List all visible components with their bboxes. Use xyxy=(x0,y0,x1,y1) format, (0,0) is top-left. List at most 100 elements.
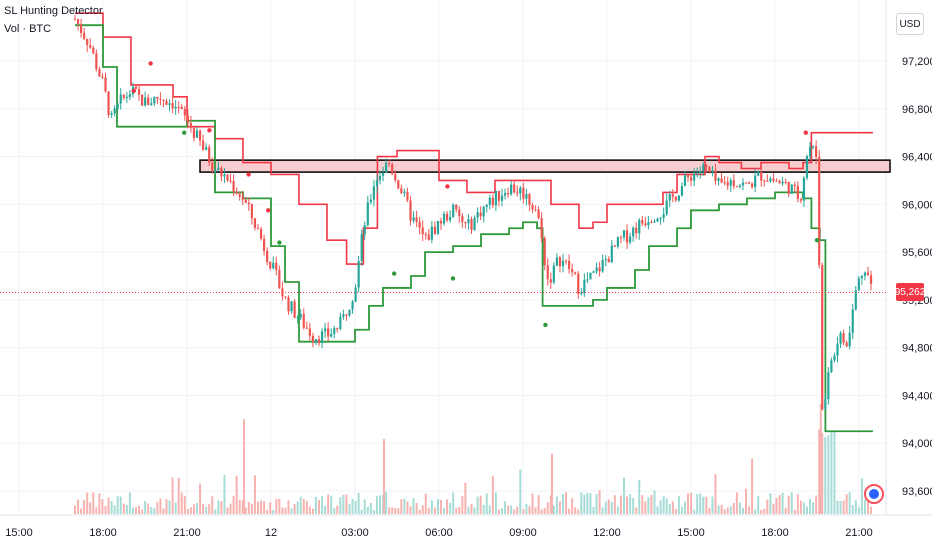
volume-spike xyxy=(243,419,245,514)
candle-body xyxy=(455,204,458,210)
candle-body xyxy=(714,170,717,181)
volume-bar xyxy=(726,507,729,514)
candle-body xyxy=(137,88,141,95)
volume-bar xyxy=(565,492,568,514)
x-tick-label: 18:00 xyxy=(761,527,789,539)
candle-body xyxy=(101,76,104,78)
candle-body xyxy=(223,174,226,177)
volume-bar xyxy=(684,501,686,514)
candle-body xyxy=(421,227,424,235)
volume-bar xyxy=(641,495,644,514)
flag-icon[interactable] xyxy=(864,484,884,504)
y-tick-label: 94,800 xyxy=(902,343,932,355)
candle-body xyxy=(589,272,592,280)
volume-bar xyxy=(168,500,171,514)
volume-bar xyxy=(348,504,351,514)
candle-body xyxy=(680,186,684,196)
volume-bar xyxy=(623,477,625,514)
y-tick-label: 96,000 xyxy=(902,199,932,211)
volume-bar xyxy=(598,490,601,514)
time-axis[interactable]: 15:00 18:00 21:00 12 03:00 06:00 09:00 12:00 15:… xyxy=(5,527,873,539)
candle-body xyxy=(665,200,668,215)
volume-bar xyxy=(443,507,446,514)
volume-bar xyxy=(754,509,757,514)
volume-bar xyxy=(192,504,195,514)
volume-bar xyxy=(339,497,342,514)
candle-body xyxy=(723,182,726,184)
candle-body xyxy=(116,103,119,109)
legend: SL Hunting Detector Vol · BTC xyxy=(4,2,103,38)
volume-bar xyxy=(177,477,180,514)
volume-bar xyxy=(458,506,461,514)
candle-body xyxy=(372,186,375,200)
candle-body xyxy=(433,226,436,234)
resistance-zone xyxy=(199,159,891,173)
volume-bar xyxy=(128,492,131,514)
volume-bar xyxy=(613,495,616,514)
volume-bar xyxy=(821,433,824,514)
candle-body xyxy=(296,317,299,319)
candle-body xyxy=(119,94,122,104)
volume-bar xyxy=(449,502,452,514)
candle-body xyxy=(519,187,522,194)
volume-bar xyxy=(86,492,89,514)
currency-button[interactable]: USD xyxy=(896,13,924,35)
candle-body xyxy=(802,177,806,201)
candle-body xyxy=(677,195,680,201)
volume-bar xyxy=(702,496,705,514)
volume-bar xyxy=(592,506,595,514)
volume-bar xyxy=(131,507,134,514)
candle-body xyxy=(772,178,775,181)
sl-marker-low xyxy=(277,240,282,245)
volume-bar xyxy=(241,500,244,514)
volume-bar xyxy=(290,508,293,514)
volume-bar xyxy=(790,492,793,514)
candle-body xyxy=(80,24,83,33)
volume-bar xyxy=(806,506,808,514)
candle-body xyxy=(830,360,833,373)
candle-body xyxy=(253,218,257,228)
candle-body xyxy=(833,355,836,361)
x-tick-label: 15:00 xyxy=(677,527,705,539)
volume-bar xyxy=(165,499,168,514)
volume-bar xyxy=(421,505,424,514)
volume-bar xyxy=(333,508,336,514)
candle-body xyxy=(638,220,641,234)
candle-body xyxy=(842,333,845,343)
candle-body xyxy=(839,333,842,344)
volume-bar xyxy=(583,494,586,514)
candle-body xyxy=(741,182,745,186)
candle-body xyxy=(238,193,241,197)
candle-body xyxy=(266,250,269,262)
candle-body xyxy=(827,372,830,400)
volume-bar xyxy=(141,509,144,514)
volume-bar xyxy=(708,507,711,514)
volume-bar xyxy=(690,492,693,514)
volume-bar xyxy=(467,506,470,514)
volume-bar xyxy=(455,507,458,514)
candle-body xyxy=(812,146,815,148)
candle-body xyxy=(244,199,247,203)
volume-bar xyxy=(369,503,372,514)
volume-bar xyxy=(653,490,656,514)
sl-marker-high xyxy=(207,128,212,133)
volume-bar xyxy=(549,495,552,514)
lower-band-line xyxy=(75,24,873,433)
indicator-title[interactable]: SL Hunting Detector xyxy=(4,5,103,17)
candle-body xyxy=(571,269,574,273)
volume-title[interactable]: Vol · BTC xyxy=(4,23,52,35)
volume-bar xyxy=(424,493,427,514)
volume-bar xyxy=(296,501,299,514)
price-axis[interactable]: 97,20096,80096,40096,00095,60095,20094,8… xyxy=(902,56,932,498)
candle-body xyxy=(436,220,440,234)
volume-bar xyxy=(809,498,812,514)
candle-body xyxy=(510,184,513,195)
candle-body xyxy=(458,209,461,217)
candle-body xyxy=(427,234,430,240)
candle-body xyxy=(211,162,214,171)
volume-bar xyxy=(558,501,561,514)
upper-band-line xyxy=(75,12,873,265)
volume-bar xyxy=(699,493,702,514)
candle-body xyxy=(89,45,92,48)
